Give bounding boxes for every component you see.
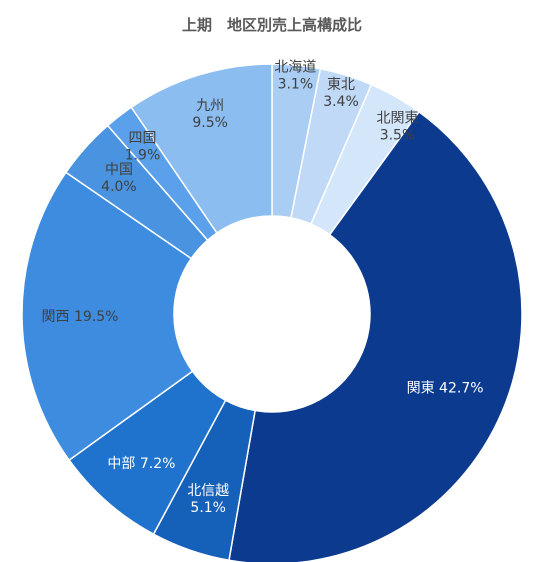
label-line-name: 関東 42.7% (407, 380, 484, 396)
label-九州: 九州 9.5% (192, 98, 228, 131)
labels-group: 北海道 3.1% 東北 3.4%北関東 3.5%関東 42.7%北信越 5.1%中部 7.… (42, 60, 484, 516)
label-中国: 中国 4.0% (101, 162, 137, 195)
label-北海道: 北海道 3.1% (274, 60, 316, 93)
label-四国: 四国 1.9% (125, 131, 161, 164)
label-line-name: 北関東 (376, 111, 418, 127)
label-北関東: 北関東 3.5% (376, 111, 418, 144)
label-関西: 関西 19.5% (42, 309, 119, 325)
label-line-percent: 5.1% (190, 500, 226, 516)
label-line-percent: 9.5% (192, 115, 228, 131)
slice-関西 (21, 171, 194, 462)
label-line-name: 九州 (196, 98, 224, 114)
label-line-name: 北海道 (274, 60, 316, 76)
label-東北: 東北 3.4% (323, 77, 359, 110)
label-line-name: 四国 (128, 131, 156, 147)
label-line-percent: 3.4% (323, 94, 359, 110)
label-line-name: 中部 7.2% (107, 456, 175, 472)
label-中部: 中部 7.2% (107, 456, 175, 472)
label-line-percent: 4.0% (101, 179, 137, 195)
label-line-percent: 3.1% (278, 77, 314, 93)
slice-九州 (130, 63, 273, 235)
label-北信越: 北信越 5.1% (187, 483, 229, 516)
label-line-name: 東北 (327, 77, 355, 93)
label-line-percent: 3.5% (380, 128, 416, 144)
label-line-percent: 1.9% (125, 148, 161, 164)
label-line-name: 関西 19.5% (42, 309, 119, 325)
label-関東: 関東 42.7% (407, 380, 484, 396)
slice-関東 (228, 110, 523, 562)
chart-title: 上期 地区別売上高構成比 (182, 16, 362, 34)
slices-group (21, 63, 523, 562)
label-line-name: 中国 (105, 162, 133, 178)
label-line-name: 北信越 (187, 483, 229, 499)
